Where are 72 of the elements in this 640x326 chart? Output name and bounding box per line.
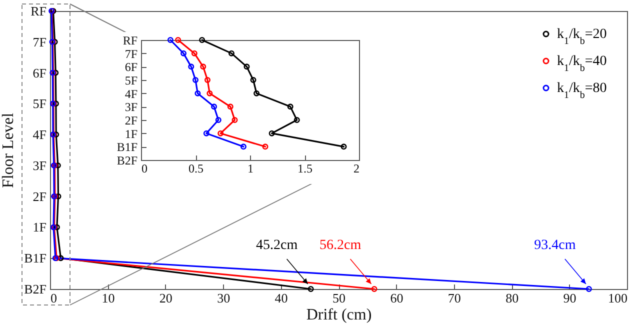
point: [54, 162, 61, 168]
x-tick-label: 10: [102, 290, 115, 306]
x-tick-label: 0.5: [188, 162, 204, 176]
point: [228, 50, 234, 56]
y-tick-label: 1F: [124, 126, 138, 141]
point: [232, 117, 238, 123]
point: [268, 130, 275, 136]
point: [192, 77, 198, 83]
point: [52, 70, 59, 76]
y-tick-label: 7F: [124, 46, 138, 61]
point: [287, 104, 294, 110]
point: [204, 77, 210, 83]
x-tick-label: 80: [506, 290, 519, 306]
point: [194, 90, 201, 96]
y-tick-label: 3F: [32, 158, 46, 173]
point: [215, 117, 222, 123]
y-tick-label: 5F: [32, 96, 46, 112]
x-axis-title: Drift (cm): [306, 306, 372, 324]
x-tick-label: 60: [390, 290, 404, 306]
y-tick-label: 6F: [32, 65, 46, 80]
x-tick-label: 100: [608, 290, 628, 306]
y-tick-label: B1F: [116, 140, 138, 154]
y-tick-label: RF: [30, 4, 46, 18]
point: [250, 77, 256, 83]
y-tick-label: B1F: [24, 250, 46, 266]
x-tick-label: 1: [248, 162, 254, 176]
point: [58, 255, 64, 262]
x-tick-label: 0: [142, 162, 148, 176]
point: [203, 130, 210, 136]
y-tick-label: RF: [122, 34, 138, 48]
point: [55, 193, 62, 200]
x-tick-label: 1.5: [298, 162, 312, 176]
y-tick-label: 4F: [32, 127, 46, 142]
y-tick-label: B2F: [116, 154, 138, 168]
y-tick-label: 3F: [124, 100, 138, 114]
y-tick-label: 2F: [124, 114, 138, 128]
point: [188, 64, 194, 70]
legend-label: k$_{1}$/k$_{b}$=80: [557, 81, 607, 100]
x-tick-label: 0: [50, 290, 57, 306]
point: [294, 117, 300, 123]
annotation: 45.2cm: [256, 238, 298, 253]
point: [191, 50, 198, 56]
point: [254, 90, 260, 96]
annotation: 93.4cm: [534, 238, 576, 253]
point: [206, 90, 213, 96]
x-tick-label: 90: [563, 290, 576, 306]
point: [200, 64, 206, 70]
y-axis-title: Floor Level: [0, 112, 18, 188]
point: [52, 100, 59, 107]
x-tick-label: 20: [159, 290, 172, 306]
point: [244, 64, 250, 70]
point: [53, 132, 60, 138]
legend-label: k$_{1}$/k$_{b}$=20: [557, 27, 607, 46]
y-tick-label: 5F: [124, 74, 138, 88]
point: [180, 50, 187, 56]
y-tick-label: 1F: [32, 220, 46, 235]
y-tick-label: 6F: [124, 60, 138, 74]
y-tick-label: 4F: [124, 86, 138, 101]
annotation: 56.2cm: [319, 238, 362, 253]
y-tick-label: B2F: [24, 282, 46, 296]
legend-label: k$_{1}$/k$_{b}$=40: [557, 54, 607, 74]
point: [227, 104, 234, 110]
x-tick-label: 40: [274, 290, 288, 306]
y-tick-label: 7F: [32, 34, 46, 50]
x-tick-label: 2: [354, 162, 360, 176]
x-tick-label: 50: [332, 290, 346, 306]
y-tick-label: 2F: [32, 188, 46, 204]
x-tick-label: 70: [448, 290, 461, 306]
point: [211, 104, 218, 110]
x-tick-label: 30: [217, 290, 230, 306]
point: [218, 130, 224, 136]
point: [54, 224, 60, 230]
